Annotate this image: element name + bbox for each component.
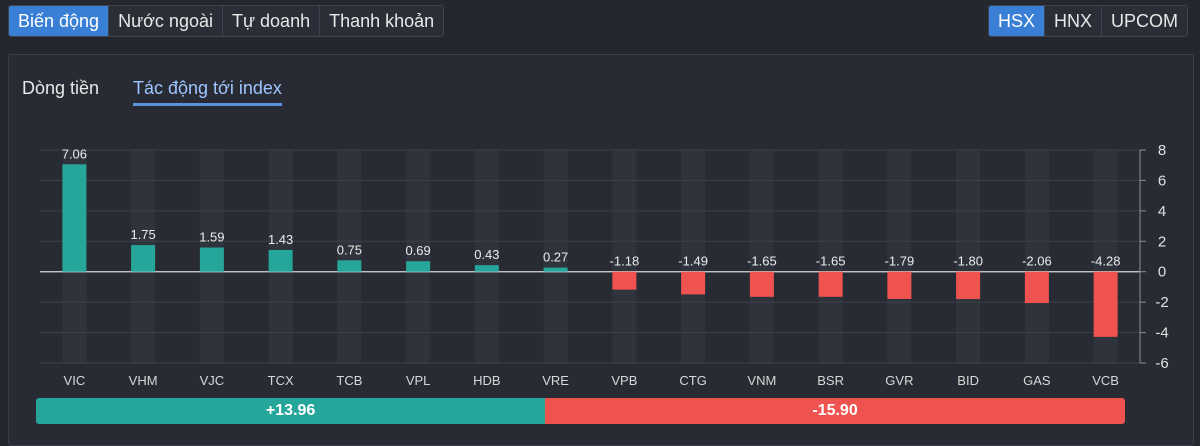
column-background xyxy=(1024,150,1049,363)
value-label: 1.43 xyxy=(268,232,293,247)
summary-bar: +13.96 -15.90 xyxy=(36,398,1125,424)
bar-hdb xyxy=(474,265,499,272)
y-tick-label: -4 xyxy=(1155,325,1168,342)
column-background xyxy=(887,150,912,363)
tab-upcom[interactable]: UPCOM xyxy=(1102,6,1187,36)
column-background xyxy=(406,150,431,363)
bar-vhm xyxy=(131,245,156,272)
x-tick-label: TCB xyxy=(336,373,362,388)
x-tick-label: VPB xyxy=(611,373,637,388)
column-background xyxy=(681,150,706,363)
value-label: -1.49 xyxy=(678,254,708,269)
y-tick-label: -2 xyxy=(1155,294,1168,311)
value-label: 0.43 xyxy=(474,247,499,262)
value-label: 0.69 xyxy=(405,243,430,258)
y-tick-label: 4 xyxy=(1158,203,1166,220)
value-label: -1.65 xyxy=(816,254,846,269)
tab-bien-dong[interactable]: Biến động xyxy=(9,6,110,36)
bar-bid xyxy=(956,271,981,300)
x-tick-label: GVR xyxy=(885,373,913,388)
column-background xyxy=(749,150,774,363)
y-tick-label: 2 xyxy=(1158,233,1166,250)
column-background xyxy=(543,150,568,363)
x-tick-label: HDB xyxy=(473,373,500,388)
x-tick-label: BSR xyxy=(817,373,844,388)
tab-hnx[interactable]: HNX xyxy=(1044,6,1102,36)
x-tick-label: VJC xyxy=(200,373,225,388)
x-tick-label: BID xyxy=(957,373,979,388)
bar-gas xyxy=(1024,271,1049,304)
value-label: 0.75 xyxy=(337,242,362,257)
negative-total: -15.90 xyxy=(545,398,1125,424)
x-tick-label: VPL xyxy=(406,373,431,388)
subtab-dong-tien[interactable]: Dòng tiền xyxy=(22,78,100,98)
value-label: -1.18 xyxy=(610,254,640,269)
value-label: 0.27 xyxy=(543,250,568,265)
y-tick-label: 6 xyxy=(1158,172,1166,189)
value-label: -1.80 xyxy=(953,254,983,269)
tab-thanh-khoan[interactable]: Thanh khoản xyxy=(320,6,444,36)
bar-gvr xyxy=(887,271,912,299)
x-tick-label: TCX xyxy=(268,373,294,388)
view-tabs: Biến động Nước ngoài Tự doanh Thanh khoả… xyxy=(8,5,445,37)
bar-bsr xyxy=(818,271,843,297)
positive-total: +13.96 xyxy=(36,398,546,424)
x-tick-label: VIC xyxy=(64,373,86,388)
bar-vnm xyxy=(749,271,774,297)
tab-hsx[interactable]: HSX xyxy=(988,6,1045,36)
x-tick-label: VRE xyxy=(542,373,569,388)
value-label: 1.59 xyxy=(199,230,224,245)
bar-vic xyxy=(62,164,87,272)
bar-vpl xyxy=(406,261,431,272)
bar-vcb xyxy=(1093,271,1118,337)
value-label: -1.79 xyxy=(885,254,915,269)
column-background xyxy=(956,150,981,363)
column-background xyxy=(474,150,499,363)
value-label: 7.06 xyxy=(62,146,87,161)
bar-vpb xyxy=(612,271,637,290)
column-background xyxy=(612,150,637,363)
y-tick-label: 0 xyxy=(1158,264,1166,281)
bar-vjc xyxy=(199,247,224,272)
value-label: -1.65 xyxy=(747,254,777,269)
bar-tcx xyxy=(268,249,293,272)
value-label: -2.06 xyxy=(1022,254,1052,269)
column-background xyxy=(818,150,843,363)
tab-tu-doanh[interactable]: Tự doanh xyxy=(222,6,321,36)
tab-nuoc-ngoai[interactable]: Nước ngoài xyxy=(109,6,223,36)
x-tick-label: VNM xyxy=(747,373,776,388)
bar-ctg xyxy=(681,271,706,295)
x-tick-label: GAS xyxy=(1023,373,1051,388)
bar-tcb xyxy=(337,260,362,272)
x-tick-label: VCB xyxy=(1092,373,1119,388)
value-label: 1.75 xyxy=(130,227,155,242)
impact-bar-chart: 8 6 4 2 0 -2 -4 -6 7.06 VIC 1.75 VHM 1.59 VJC 1.43 TCX 0… xyxy=(40,142,1169,388)
y-tick-label: -6 xyxy=(1155,355,1168,372)
bar-vre xyxy=(543,267,568,272)
exchange-tabs: HSX HNX UPCOM xyxy=(987,5,1188,37)
column-background xyxy=(337,150,362,363)
x-tick-label: VHM xyxy=(129,373,158,388)
value-label: -4.28 xyxy=(1091,254,1121,269)
y-tick-label: 8 xyxy=(1158,142,1166,159)
x-tick-label: CTG xyxy=(679,373,706,388)
subtab-tac-dong-index[interactable]: Tác động tới index xyxy=(133,78,282,106)
